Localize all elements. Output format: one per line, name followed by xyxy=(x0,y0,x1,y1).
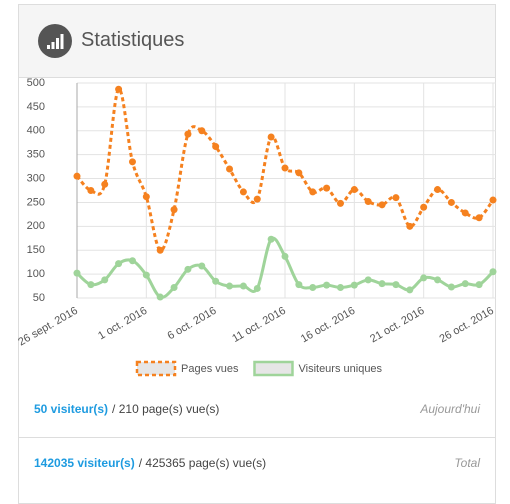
data-point xyxy=(420,203,428,211)
data-point xyxy=(73,172,81,180)
data-point xyxy=(101,180,109,188)
data-point xyxy=(461,209,469,217)
data-point xyxy=(364,276,372,284)
data-point xyxy=(87,187,95,194)
panel-header: Statistiques xyxy=(19,5,495,78)
period: Total xyxy=(454,456,480,470)
summary-row: 142035 visiteur(s)/ 425365 page(s) vue(s… xyxy=(18,456,496,470)
summary-row: 50 visiteur(s)/ 210 page(s) vue(s) Aujou… xyxy=(18,402,496,416)
data-point xyxy=(226,165,234,173)
data-point xyxy=(461,280,469,288)
data-point xyxy=(142,271,150,279)
data-point xyxy=(239,188,247,196)
y-tick-label: 250 xyxy=(27,196,45,208)
data-point xyxy=(212,143,220,151)
legend-swatch xyxy=(135,360,177,377)
stats-icon xyxy=(38,24,72,58)
data-point xyxy=(434,186,442,194)
y-tick-label: 50 xyxy=(33,292,45,304)
data-point xyxy=(115,260,123,268)
data-point xyxy=(281,252,289,260)
legend-swatch xyxy=(253,360,294,377)
data-point xyxy=(73,269,81,277)
stats-panel: Statistiques xyxy=(18,4,496,504)
data-point xyxy=(309,283,317,291)
data-point xyxy=(239,282,247,290)
data-point xyxy=(115,85,123,93)
chart: 50 100 150 200 250 300 350 400 450 500 26 sept. 20… xyxy=(16,77,497,377)
data-point xyxy=(198,262,206,270)
y-tick-label: 100 xyxy=(27,268,45,280)
data-point xyxy=(447,283,455,291)
y-tick-label: 450 xyxy=(27,101,45,113)
data-point xyxy=(212,277,220,285)
legend-label: Visiteurs uniques xyxy=(298,363,382,375)
data-point xyxy=(184,265,192,273)
y-tick-label: 300 xyxy=(27,172,45,184)
data-point xyxy=(392,281,400,289)
data-point xyxy=(101,276,109,284)
data-point xyxy=(350,281,358,289)
data-point xyxy=(281,164,289,172)
data-point xyxy=(253,195,261,203)
data-point xyxy=(226,282,234,290)
data-point xyxy=(267,133,275,141)
separator xyxy=(18,437,496,438)
data-point xyxy=(128,257,136,265)
y-tick-label: 400 xyxy=(27,125,45,137)
data-point xyxy=(156,293,164,301)
y-tick-label: 150 xyxy=(27,244,45,256)
pages: / 210 page(s) vue(s) xyxy=(112,402,220,416)
data-point xyxy=(142,193,150,201)
data-point xyxy=(350,186,358,194)
data-point xyxy=(267,235,275,243)
legend-label: Pages vues xyxy=(181,363,239,375)
data-point xyxy=(434,276,442,284)
y-tick-label: 500 xyxy=(27,77,45,89)
data-point xyxy=(378,280,386,288)
data-point xyxy=(336,199,344,207)
data-point xyxy=(475,281,483,289)
x-tick-label: 1 oct. 2016 xyxy=(96,305,149,343)
data-point xyxy=(295,169,303,177)
x-tick-label: 26 oct. 2016 xyxy=(438,305,496,346)
data-point xyxy=(253,284,261,292)
data-point xyxy=(156,246,164,254)
data-point xyxy=(198,127,206,135)
panel-title: Statistiques xyxy=(81,29,185,51)
data-point xyxy=(406,286,414,294)
data-point xyxy=(295,281,303,289)
data-point xyxy=(309,188,317,196)
visitors[interactable]: 142035 visiteur(s) xyxy=(34,456,135,470)
x-tick-label: 6 oct. 2016 xyxy=(165,305,218,343)
visitors[interactable]: 50 visiteur(s) xyxy=(34,402,109,416)
data-point xyxy=(489,268,497,276)
y-tick-label: 200 xyxy=(27,220,45,232)
data-point xyxy=(489,196,497,204)
y-tick-label: 350 xyxy=(27,149,45,161)
pages: / 425365 page(s) vue(s) xyxy=(138,456,267,470)
data-point xyxy=(87,281,95,289)
period: Aujourd'hui xyxy=(420,402,480,416)
x-tick-label: 16 oct. 2016 xyxy=(299,305,357,346)
data-point xyxy=(406,222,414,230)
data-point xyxy=(364,197,372,205)
data-point xyxy=(170,283,178,291)
data-point xyxy=(378,201,386,209)
data-point xyxy=(128,158,136,166)
data-point xyxy=(184,130,192,138)
data-point xyxy=(323,184,331,192)
x-tick-label: 11 oct. 2016 xyxy=(230,305,288,345)
x-tick-label: 21 oct. 2016 xyxy=(368,305,426,346)
data-point xyxy=(420,274,428,282)
data-point xyxy=(392,194,400,202)
data-point xyxy=(447,198,455,206)
x-tick-label: 26 sept. 2016 xyxy=(16,305,80,349)
data-point xyxy=(336,283,344,291)
data-point xyxy=(323,281,331,289)
data-point xyxy=(170,206,178,214)
data-point xyxy=(475,214,483,222)
